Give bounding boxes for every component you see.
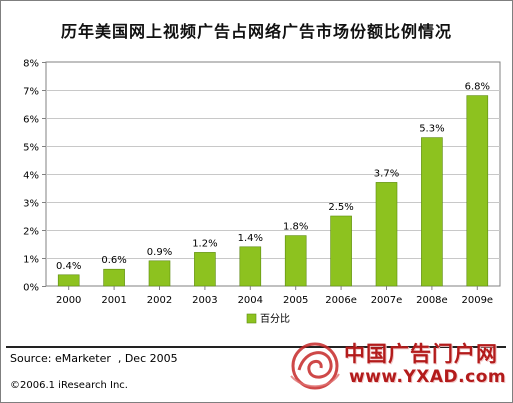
y-tick-label: 4%	[23, 171, 39, 182]
x-tick-label: 2000	[56, 295, 81, 306]
data-label: 1.2%	[192, 238, 217, 249]
x-tick-label: 2005	[283, 295, 308, 306]
y-tick-label: 7%	[23, 87, 39, 98]
data-label: 1.4%	[238, 233, 263, 244]
swirl-logo-icon	[290, 342, 340, 390]
y-tick-label: 1%	[23, 255, 39, 266]
bar	[239, 246, 262, 287]
footer-divider	[6, 346, 506, 348]
x-tick-label: 2004	[238, 295, 263, 306]
y-tick-label: 0%	[23, 283, 39, 294]
x-tick-label: 2001	[101, 295, 126, 306]
bar	[330, 215, 352, 287]
watermark-text-cn: 中国广告门户网	[344, 341, 498, 366]
bar	[103, 268, 125, 287]
y-tick-label: 5%	[23, 143, 39, 154]
data-label: 5.3%	[419, 124, 444, 135]
legend-label: 百分比	[260, 313, 290, 325]
y-tick-label: 2%	[23, 227, 39, 238]
data-label: 6.8%	[465, 82, 490, 93]
data-label: 1.8%	[283, 222, 308, 233]
source-note: Source: eMarketer , Dec 2005	[10, 352, 178, 365]
x-tick-label: 2003	[192, 295, 217, 306]
bar	[284, 235, 307, 287]
y-tick-label: 3%	[23, 199, 39, 210]
x-tick-label: 2002	[147, 295, 172, 306]
data-label: 0.9%	[147, 247, 172, 258]
bar	[466, 95, 489, 287]
watermark-text-en: www.YXAD.com	[349, 367, 507, 387]
data-label: 0.6%	[101, 255, 126, 266]
copyright-note: ©2006.1 iResearch Inc.	[10, 380, 128, 391]
bar	[148, 260, 171, 287]
watermark-logo: 中国广告门户网 www.YXAD.com	[285, 334, 507, 398]
x-tick-label: 2008e	[416, 295, 448, 306]
data-label: 0.4%	[56, 261, 81, 272]
x-tick-label: 2007e	[371, 295, 403, 306]
plot-area: 0% 1% 2% 3% 4% 5% 6% 7% 8% 0.4% 2000 0.6% 2001 0.9% 20…	[23, 59, 501, 325]
bar	[194, 252, 216, 287]
legend-swatch	[246, 313, 257, 324]
bar	[375, 182, 398, 287]
data-label: 3.7%	[374, 168, 399, 179]
x-tick-label: 2009e	[461, 295, 493, 306]
y-tick-label: 8%	[23, 59, 39, 70]
bar	[57, 274, 80, 287]
bar	[421, 137, 443, 287]
chart-title: 历年美国网上视频广告占网络广告市场份额比例情况	[60, 22, 452, 41]
x-tick-label: 2006e	[325, 295, 357, 306]
y-tick-label: 6%	[23, 115, 39, 126]
data-label: 2.5%	[328, 202, 353, 213]
